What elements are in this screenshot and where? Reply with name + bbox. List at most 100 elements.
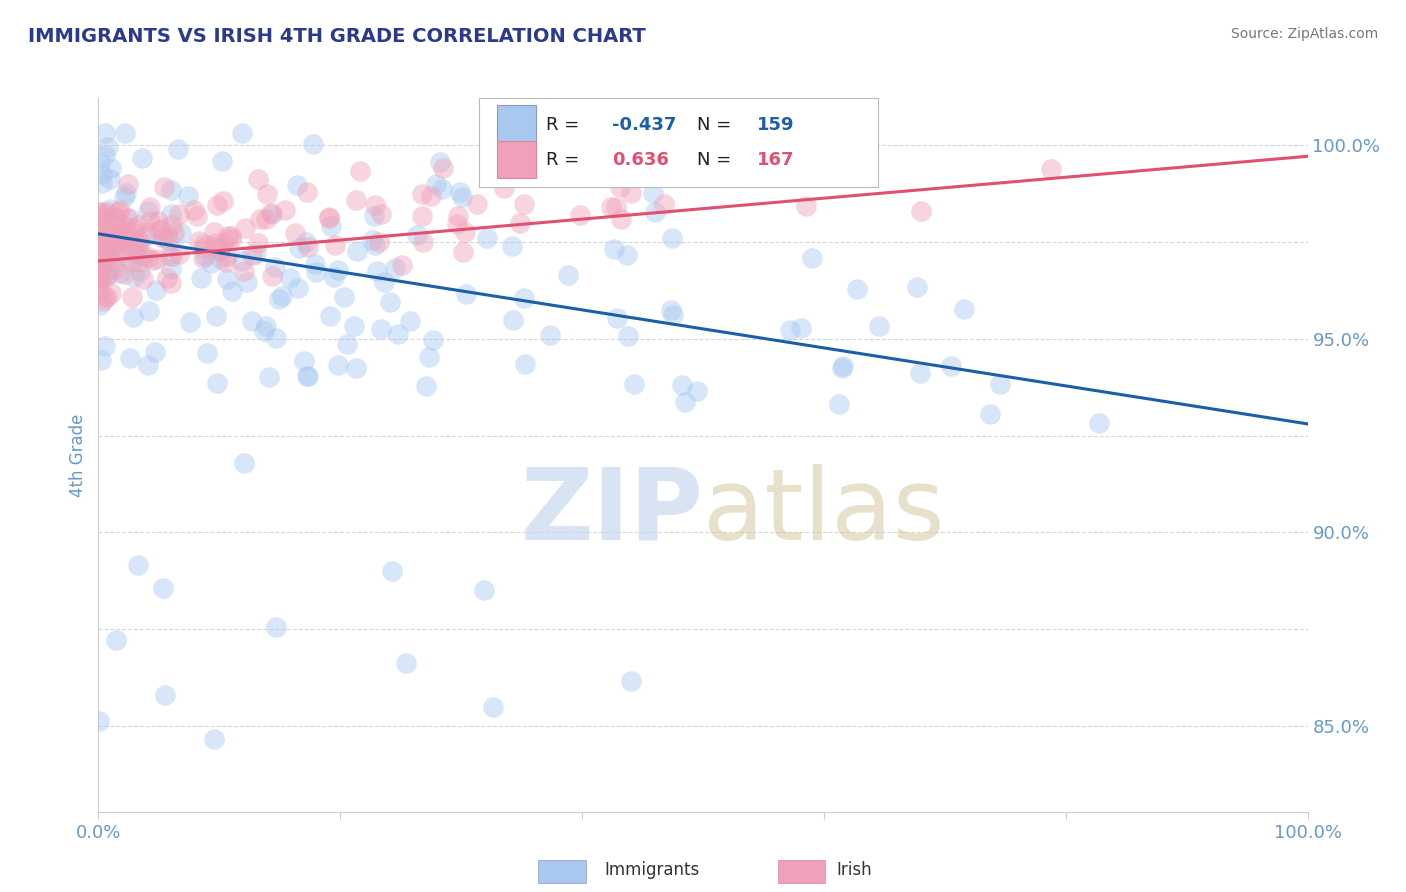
Point xyxy=(152,231,174,245)
Point xyxy=(129,264,152,278)
Point xyxy=(94,339,117,353)
Point xyxy=(515,357,537,371)
Point xyxy=(257,370,280,384)
Point xyxy=(661,231,683,245)
Point xyxy=(247,172,270,186)
Point xyxy=(779,323,801,337)
Point xyxy=(623,376,645,391)
Point xyxy=(284,226,307,240)
FancyBboxPatch shape xyxy=(479,98,879,187)
Point xyxy=(211,153,233,168)
Point xyxy=(87,262,110,277)
Point xyxy=(344,361,367,376)
Point xyxy=(89,265,111,279)
Point xyxy=(343,319,366,334)
Point xyxy=(87,221,110,235)
Point xyxy=(136,359,159,373)
Point xyxy=(104,230,127,244)
Point xyxy=(160,218,183,232)
Point xyxy=(96,290,118,304)
Point xyxy=(205,309,228,323)
Point xyxy=(333,290,356,304)
Text: R =: R = xyxy=(546,116,585,134)
Point xyxy=(96,231,118,245)
Point xyxy=(254,319,277,334)
Point xyxy=(96,205,118,219)
Point xyxy=(652,196,675,211)
Point xyxy=(465,197,488,211)
Point xyxy=(112,190,135,204)
Point xyxy=(205,198,228,212)
Point xyxy=(179,315,201,329)
Point xyxy=(606,311,628,326)
Point xyxy=(87,268,110,283)
Point xyxy=(118,211,141,226)
Point xyxy=(105,219,128,234)
Point xyxy=(454,286,477,301)
Point xyxy=(160,249,183,263)
Point xyxy=(399,314,422,328)
Point xyxy=(644,204,666,219)
Text: Immigrants: Immigrants xyxy=(605,861,700,879)
Point xyxy=(391,258,413,272)
Point xyxy=(110,202,132,217)
Point xyxy=(419,188,441,202)
Point xyxy=(363,209,385,223)
Point xyxy=(114,126,136,140)
Point xyxy=(208,244,231,258)
Point xyxy=(215,272,238,286)
Point xyxy=(828,397,851,411)
Point xyxy=(620,186,643,200)
Point xyxy=(364,197,387,211)
Point xyxy=(202,732,225,747)
Point xyxy=(569,208,592,222)
Point xyxy=(370,206,392,220)
Point xyxy=(659,302,682,317)
Point xyxy=(87,233,110,247)
Point xyxy=(319,310,342,324)
Point xyxy=(1040,161,1063,176)
Point xyxy=(87,204,110,219)
Point xyxy=(662,308,685,322)
Point xyxy=(952,302,974,317)
Point xyxy=(264,620,287,634)
Point xyxy=(89,252,111,266)
Point xyxy=(167,142,190,156)
Point xyxy=(253,324,276,338)
Point xyxy=(87,284,110,298)
Point xyxy=(202,225,225,239)
Point xyxy=(112,218,135,232)
Point xyxy=(160,207,183,221)
Point xyxy=(127,558,149,572)
Text: Irish: Irish xyxy=(837,861,872,879)
Point xyxy=(89,156,111,170)
Point xyxy=(125,245,148,260)
Point xyxy=(513,197,536,211)
Point xyxy=(247,235,270,250)
Point xyxy=(557,268,579,282)
Point xyxy=(170,226,193,240)
Point xyxy=(209,252,232,267)
Point xyxy=(294,235,316,250)
Point xyxy=(159,249,181,263)
Text: atlas: atlas xyxy=(703,464,945,560)
Point xyxy=(513,291,536,305)
Point xyxy=(90,167,112,181)
Point xyxy=(93,148,115,162)
Point xyxy=(91,293,114,308)
Point xyxy=(87,236,110,251)
Point xyxy=(204,236,226,251)
Point xyxy=(195,346,218,360)
Point xyxy=(233,221,256,235)
Point xyxy=(326,262,349,277)
Point xyxy=(278,271,301,285)
Point xyxy=(146,213,169,227)
Point xyxy=(368,235,391,250)
Point xyxy=(231,253,253,268)
Point xyxy=(193,241,215,255)
Point xyxy=(101,252,124,267)
Point xyxy=(344,193,367,207)
Point xyxy=(152,180,174,194)
Point xyxy=(90,353,112,368)
Point xyxy=(603,243,626,257)
